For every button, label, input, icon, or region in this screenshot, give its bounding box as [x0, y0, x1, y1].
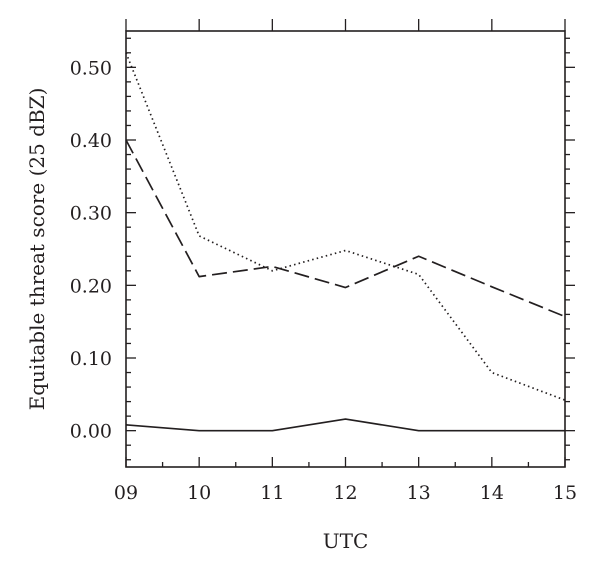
y-tick-label: 0.50	[70, 57, 112, 79]
tick-marks	[125, 19, 575, 467]
y-tick-label: 0.40	[70, 130, 112, 152]
series-lines	[125, 52, 566, 432]
x-axis-title: UTC	[323, 529, 369, 553]
series-line-dotted	[125, 52, 566, 401]
tick-labels: 09 10 11 12 13 14 15 0.00 0.10 0.20 0.30 0.40 0.50	[70, 57, 577, 504]
series-line-dashed	[125, 139, 566, 318]
y-tick-label: 0.10	[70, 348, 112, 370]
x-tick-label: 09	[114, 482, 138, 504]
x-tick-label: 15	[553, 482, 577, 504]
x-tick-label: 11	[260, 482, 284, 504]
x-tick-label: 14	[480, 482, 504, 504]
y-tick-label: 0.20	[70, 275, 112, 297]
x-tick-label: 10	[187, 482, 211, 504]
y-tick-label: 0.00	[70, 421, 112, 443]
y-tick-label: 0.30	[70, 203, 112, 225]
x-tick-label: 12	[333, 482, 357, 504]
y-axis-title: Equitable threat score (25 dBZ)	[25, 88, 49, 411]
series-line-solid	[125, 418, 565, 432]
plot-frame	[125, 30, 566, 468]
x-tick-label: 13	[407, 482, 431, 504]
